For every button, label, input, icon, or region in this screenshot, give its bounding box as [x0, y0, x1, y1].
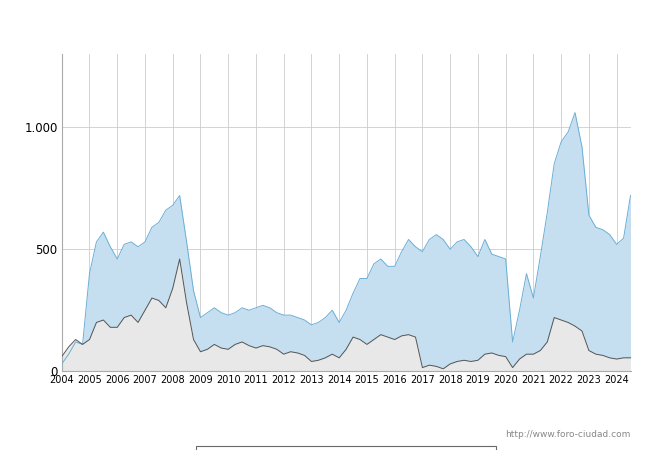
- Text: http://www.foro-ciudad.com: http://www.foro-ciudad.com: [505, 430, 630, 439]
- Legend: Viviendas Nuevas, Viviendas Usadas: Viviendas Nuevas, Viviendas Usadas: [196, 446, 497, 450]
- Text: Estepona - Evolucion del Nº de Transacciones Inmobiliarias: Estepona - Evolucion del Nº de Transacci…: [129, 17, 521, 30]
